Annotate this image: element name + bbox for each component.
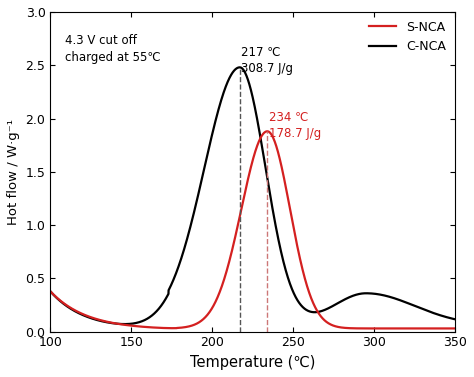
Y-axis label: Hot flow / W·g⁻¹: Hot flow / W·g⁻¹ (7, 119, 20, 225)
Text: 217 ℃
308.7 J/g: 217 ℃ 308.7 J/g (241, 46, 293, 75)
Legend: S-NCA, C-NCA: S-NCA, C-NCA (364, 16, 451, 58)
Text: 4.3 V cut off
charged at 55℃: 4.3 V cut off charged at 55℃ (64, 34, 160, 64)
Text: 234 ℃
178.7 J/g: 234 ℃ 178.7 J/g (269, 111, 321, 140)
X-axis label: Temperature (℃): Temperature (℃) (190, 355, 315, 370)
